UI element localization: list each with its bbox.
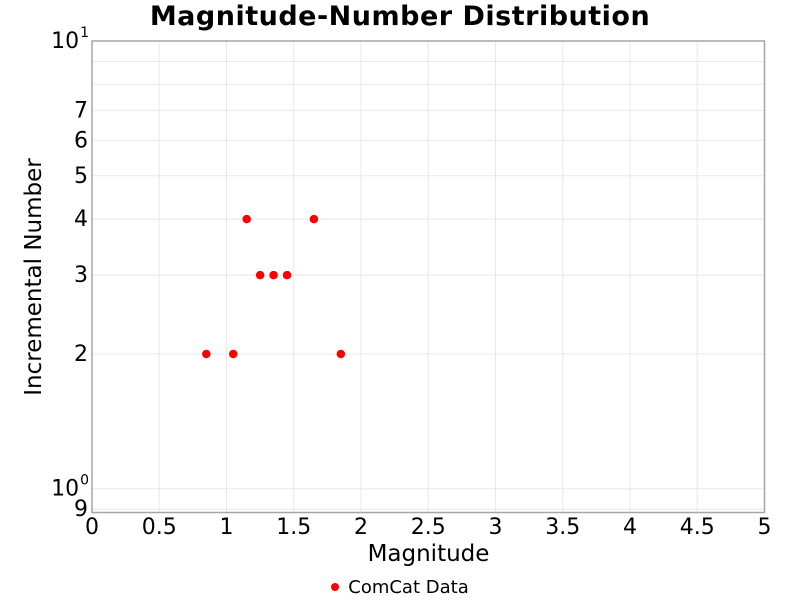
x-tick-label: 2 bbox=[354, 515, 368, 540]
x-tick-label: 0 bbox=[85, 515, 99, 540]
x-axis-title: Magnitude bbox=[367, 541, 490, 567]
y-tick-label: 7 bbox=[74, 98, 88, 123]
x-tick-label: 5 bbox=[758, 515, 772, 540]
x-tick-label: 2.5 bbox=[411, 515, 446, 540]
legend-label[interactable]: ComCat Data bbox=[348, 576, 469, 598]
y-tick-label: 9 bbox=[74, 497, 88, 522]
legend: ComCat Data bbox=[0, 575, 800, 599]
data-point[interactable] bbox=[336, 349, 346, 359]
y-tick-label: 4 bbox=[74, 207, 88, 232]
data-point[interactable] bbox=[269, 270, 278, 280]
y-axis-title: Incremental Number bbox=[21, 158, 47, 396]
chart-title: Magnitude-Number Distribution bbox=[149, 1, 651, 32]
y-tick-label: 2 bbox=[74, 342, 88, 367]
x-tick-label: 4 bbox=[623, 515, 637, 540]
data-point[interactable] bbox=[228, 349, 238, 359]
plot-border bbox=[91, 40, 766, 514]
x-tick-label: 1 bbox=[220, 515, 234, 540]
y-tick-label: 5 bbox=[74, 164, 88, 189]
data-point[interactable] bbox=[202, 349, 211, 359]
data-point[interactable] bbox=[255, 270, 265, 280]
data-point[interactable] bbox=[309, 214, 319, 224]
x-tick-label: 0.5 bbox=[142, 515, 177, 540]
legend-marker-circle-icon bbox=[331, 583, 340, 591]
y-tick-label-power: 101 bbox=[51, 25, 89, 54]
x-tick-label: 1.5 bbox=[276, 515, 311, 540]
x-tick-label: 3.5 bbox=[545, 515, 580, 540]
x-tick-label: 3 bbox=[489, 515, 503, 540]
y-tick-label-power: 100 bbox=[51, 473, 89, 502]
x-tick-label: 4.5 bbox=[680, 515, 715, 540]
data-point[interactable] bbox=[282, 270, 292, 280]
data-point[interactable] bbox=[242, 214, 251, 224]
y-tick-label: 3 bbox=[74, 263, 88, 288]
y-tick-label: 6 bbox=[74, 128, 88, 153]
